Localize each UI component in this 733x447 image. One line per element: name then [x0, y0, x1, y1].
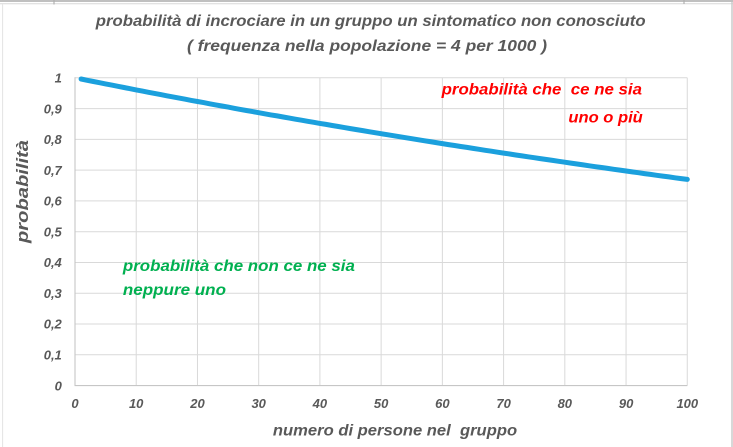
svg-text:probabilità che ce ne sia: probabilità che ce ne sia [441, 82, 643, 99]
svg-text:( frequenza nella popolazione: ( frequenza nella popolazione = 4 per 10… [187, 38, 547, 55]
svg-text:1: 1 [55, 71, 62, 86]
svg-text:0: 0 [71, 396, 79, 411]
svg-text:30: 30 [251, 396, 266, 411]
svg-text:0,3: 0,3 [44, 286, 63, 301]
svg-text:70: 70 [496, 396, 511, 411]
svg-text:40: 40 [312, 396, 328, 411]
svg-text:20: 20 [189, 396, 205, 411]
svg-text:10: 10 [129, 396, 144, 411]
svg-text:80: 80 [558, 396, 573, 411]
svg-text:100: 100 [676, 396, 698, 411]
svg-text:60: 60 [435, 396, 450, 411]
svg-text:0,2: 0,2 [44, 317, 63, 332]
svg-text:0,8: 0,8 [44, 132, 63, 147]
svg-text:0,6: 0,6 [44, 194, 63, 209]
svg-text:0,4: 0,4 [44, 255, 63, 270]
svg-text:probabilità di incrociare in u: probabilità di incrociare in un gruppo u… [95, 13, 646, 30]
svg-text:0,5: 0,5 [44, 224, 63, 239]
svg-text:90: 90 [619, 396, 634, 411]
svg-text:0,7: 0,7 [44, 163, 63, 178]
svg-text:probabilità: probabilità [13, 140, 32, 244]
svg-text:probabilità che non ce ne sia: probabilità che non ce ne sia [122, 258, 355, 275]
svg-text:50: 50 [374, 396, 389, 411]
svg-text:0,9: 0,9 [44, 101, 63, 116]
svg-text:numero di persone nel gruppo: numero di persone nel gruppo [273, 423, 517, 440]
svg-text:neppure uno: neppure uno [123, 282, 226, 299]
svg-text:0: 0 [55, 378, 63, 393]
svg-text:0,1: 0,1 [44, 348, 62, 363]
svg-text:uno o più: uno o più [568, 110, 643, 127]
